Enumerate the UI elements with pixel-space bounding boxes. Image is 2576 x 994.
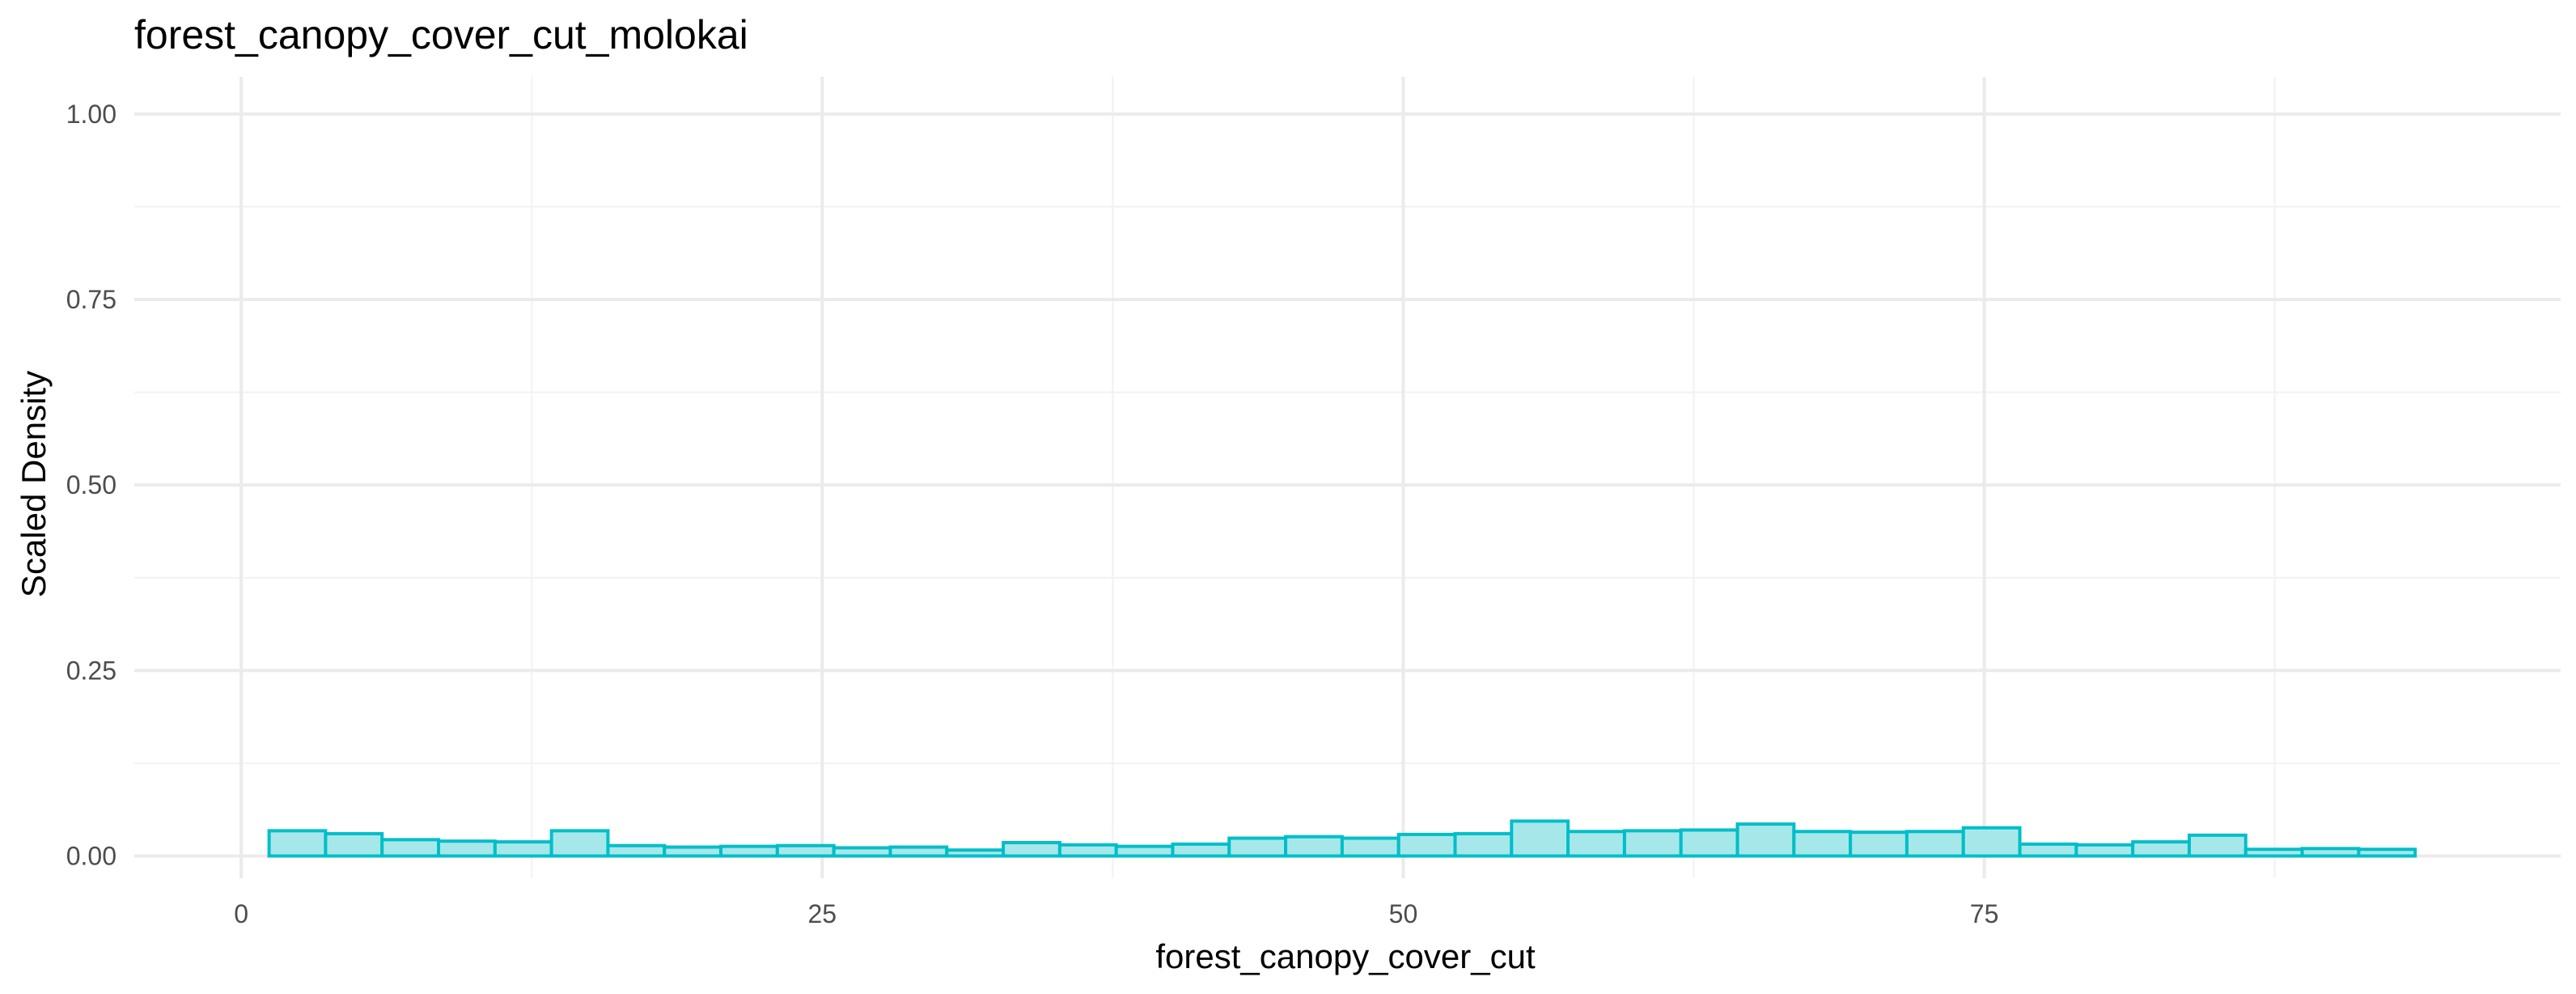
histogram-bar [1171,842,1231,858]
histogram-bar [1057,843,1118,858]
y-tick-label: 1.00 [66,100,117,129]
histogram-bar [2357,847,2417,858]
x-tick-label: 25 [807,899,837,928]
y-tick-label: 0.00 [66,842,117,871]
histogram-bar [1904,830,1965,858]
histogram-bar [945,848,1006,858]
histogram-bar [832,846,892,858]
histogram-bar [1396,832,1457,858]
histogram-bar [1849,830,1909,858]
y-axis-ticks: 0.00 0.25 0.50 0.75 1.00 [66,100,117,871]
x-tick-label: 50 [1389,899,1418,928]
histogram-bar [663,845,723,858]
histogram-bar [549,829,610,858]
grid [134,77,2561,878]
histogram-bar [2187,833,2248,858]
histogram-bar [1510,819,1570,858]
chart-title: forest_canopy_cover_cut_molokai [134,12,748,57]
histogram-bar [1284,835,1344,858]
histogram-bars [267,819,2417,858]
x-axis-title: forest_canopy_cover_cut [1155,937,1536,975]
histogram-bar [380,838,441,858]
histogram-bar [493,840,553,858]
histogram-bar [267,829,328,858]
histogram-bar [606,843,667,858]
histogram-bar [1735,822,1796,858]
histogram-bar [437,839,497,858]
y-tick-label: 0.75 [66,285,117,314]
histogram-bar [719,844,779,858]
histogram-bar [1002,841,1061,858]
histogram-bar [1622,829,1683,858]
histogram-bar [1227,836,1288,858]
y-tick-label: 0.50 [66,470,117,499]
histogram-bar [775,843,836,858]
histogram-bar [1340,836,1400,858]
y-axis-title: Scaled Density [15,371,53,597]
histogram-bar [324,832,384,858]
histogram-bar [1114,844,1175,858]
histogram-bar [1679,828,1739,858]
histogram-bar [2131,840,2191,858]
x-axis-ticks: 0 25 50 75 [234,899,1998,928]
histogram-bar [1961,826,2022,858]
histogram-bar [2300,847,2361,858]
histogram-bar [2018,842,2078,858]
histogram-bar [1792,830,1853,858]
histogram-bar [1566,830,1626,858]
histogram-bar [1453,832,1514,858]
histogram-bar [2243,847,2304,858]
y-tick-label: 0.25 [66,656,117,685]
x-tick-label: 75 [1970,899,1999,928]
x-tick-label: 0 [234,899,248,928]
histogram-bar [2074,843,2135,858]
histogram-bar [888,845,949,858]
